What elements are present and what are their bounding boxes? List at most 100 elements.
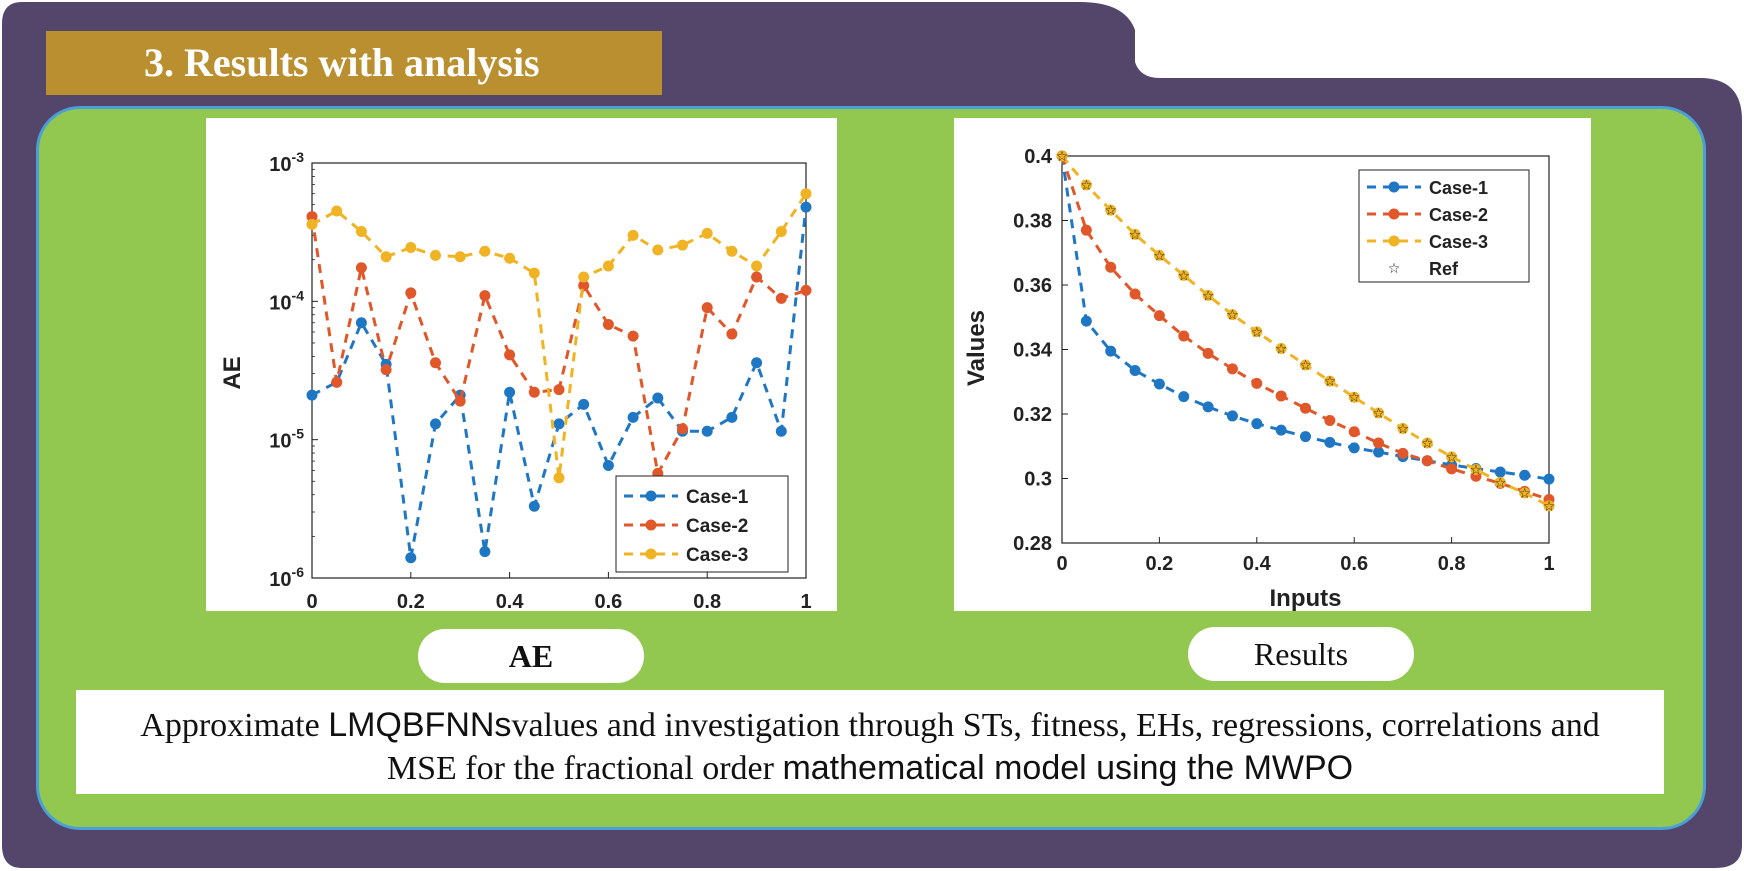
data-point-case-2 [1080,224,1092,236]
data-point-case-2 [1153,310,1165,322]
results-label: Results [1253,636,1349,672]
data-point-ref: ☆ [1494,475,1507,491]
data-point-case-2 [1105,261,1117,273]
data-point-ref: ☆ [1153,248,1166,264]
data-point-case-3 [1348,391,1360,403]
data-point-case-1 [1178,391,1190,403]
data-point-case-1 [528,500,540,512]
data-point-case-2 [775,292,787,304]
legend-marker [645,548,657,560]
data-point-case-2 [726,328,738,340]
data-point-case-2 [1421,455,1433,467]
data-point-case-3 [800,188,812,200]
x-tick-label: 0 [306,591,317,611]
data-point-case-3 [1373,407,1385,419]
data-point-case-2 [528,386,540,398]
data-point-case-2 [677,423,688,435]
y-tick-label: 0.28 [1013,533,1052,555]
data-point-case-2 [1202,347,1214,359]
y-tick-label: 0.4 [1024,146,1053,168]
data-point-case-2 [751,271,763,283]
legend-box [1358,169,1530,283]
data-point-case-2 [1397,447,1409,459]
data-point-case-3 [751,260,763,272]
data-point-ref: ☆ [1348,390,1361,406]
data-point-case-2 [1251,377,1263,389]
y-tick-label: 0.38 [1013,211,1052,233]
data-point-case-3 [578,271,590,283]
data-point-case-2 [479,290,491,302]
data-point-ref: ☆ [1177,268,1190,284]
data-point-case-3 [1421,437,1433,449]
data-point-case-3 [1153,249,1165,261]
results-chart: 0.28 0.3 0.32 0.34 0.36 0.38 0.4 Values Inputs 0 0… [963,146,1556,611]
data-point-ref: ☆ [1251,325,1264,341]
data-point-ref: ☆ [1397,422,1410,438]
data-point-case-1 [553,418,565,430]
legend-label: Case-3 [1429,232,1488,252]
data-point-case-2 [1275,390,1287,402]
data-point-case-1 [751,357,763,369]
caption-text-2: values and investigation through STs, fi… [511,707,1600,744]
caption-text-3: MSE for the fractional order [386,750,783,787]
data-point-case-2 [355,262,367,274]
data-point-case-3 [479,245,491,257]
data-point-case-1 [1300,431,1311,443]
data-point-case-1 [602,460,614,472]
plot-frame [1061,155,1550,544]
data-point-case-1 [1519,469,1531,481]
data-point-ref: ☆ [1226,308,1239,324]
results-chart-panel: 0.28 0.3 0.32 0.34 0.36 0.38 0.4 Values Inputs 0 0… [954,118,1591,611]
data-point-case-3 [1056,150,1068,162]
data-point-case-3 [355,225,367,237]
ae-chart: 10-3 10-4 10-5 10-6 AE 0 0.2 0.4 0.6 0.8 1 Case-1 Ca… [219,149,812,611]
data-point-case-3 [1324,375,1336,387]
data-point-case-1 [726,411,738,423]
data-point-case-3 [331,205,343,217]
data-point-case-3 [380,251,392,263]
data-point-case-1 [627,411,639,423]
data-point-case-2 [1226,363,1238,375]
data-point-case-2 [553,384,565,396]
x-tick-label: 1 [800,591,811,611]
data-point-case-3 [1494,476,1506,488]
data-point-ref: ☆ [1324,374,1337,390]
x-tick-label: 0.8 [693,591,721,611]
data-point-case-2 [701,302,713,314]
x-tick-label: 1 [1543,553,1554,575]
data-point-case-1 [1105,345,1117,357]
x-tick-label: 0.2 [397,591,425,611]
data-point-case-1 [1543,473,1555,485]
x-tick-label: 0.2 [1145,553,1173,575]
data-point-case-3 [701,227,713,239]
data-point-ref: ☆ [1543,499,1556,515]
data-point-case-1 [578,398,590,410]
data-point-case-2 [1348,426,1360,438]
section-title: 3. Results with analysis [144,40,540,85]
data-point-case-3 [1202,289,1214,301]
data-point-ref: ☆ [1518,486,1531,502]
x-tick-label: 0.4 [1243,553,1272,575]
y-tick-label: 10-3 [269,149,304,176]
data-point-case-3 [1300,359,1311,371]
ae-chart-panel: 10-3 10-4 10-5 10-6 AE 0 0.2 0.4 0.6 0.8 1 Case-1 Ca… [206,118,837,611]
data-point-case-1 [1080,315,1092,327]
data-point-case-2 [1178,330,1190,342]
y-axis-label: AE [219,356,246,389]
data-point-case-3 [775,225,787,237]
data-point-case-3 [677,239,688,251]
data-point-case-1 [405,552,417,564]
y-tick-label: 10-5 [269,426,304,453]
data-point-case-3 [430,249,441,261]
y-tick-label: 0.32 [1013,404,1052,426]
legend-marker [1388,235,1400,247]
x-axis-label: Inputs [1270,585,1342,611]
data-point-case-2 [602,319,614,331]
legend-marker [645,490,657,502]
data-point-case-3 [1226,309,1238,321]
data-point-case-3 [1129,228,1141,240]
data-point-case-2 [306,211,318,223]
data-point-ref: ☆ [1129,227,1142,243]
results-label-pill: Results [1188,627,1414,681]
data-point-case-3 [454,251,466,263]
